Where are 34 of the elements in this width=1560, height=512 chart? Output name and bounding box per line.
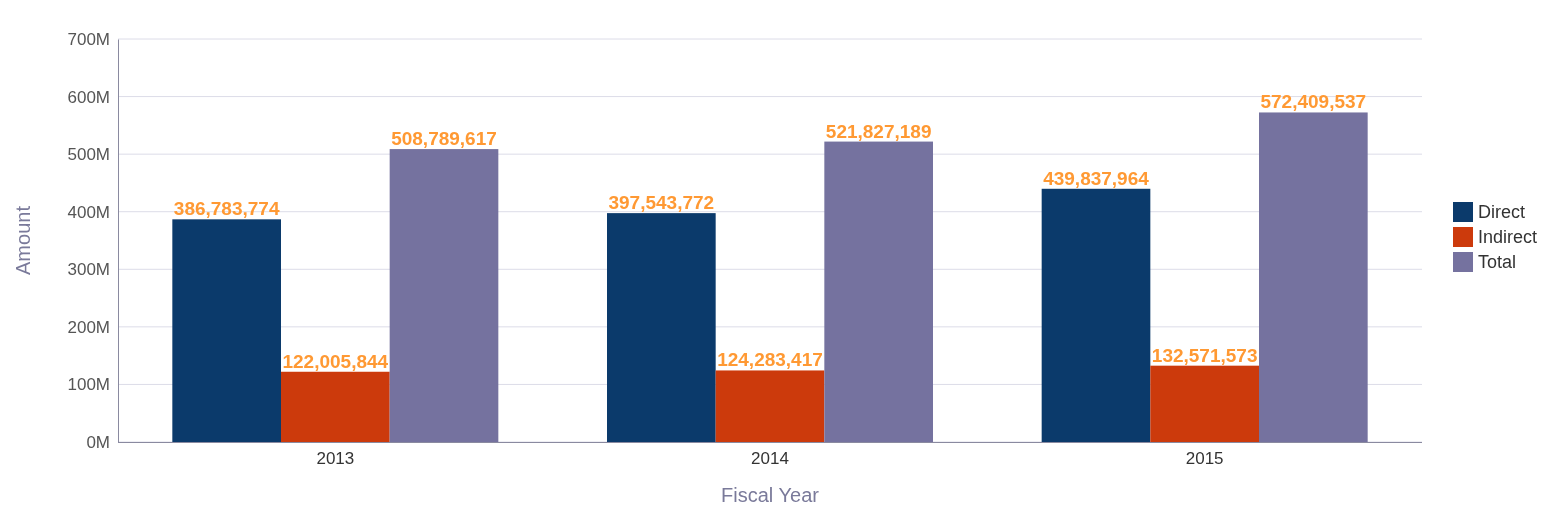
bar <box>607 213 716 442</box>
y-axis-title: Amount <box>12 205 34 275</box>
bar <box>715 370 825 442</box>
y-tick-label: 500M <box>67 145 110 165</box>
data-label: 439,837,964 <box>1043 167 1150 189</box>
y-tick-label: 0M <box>86 432 110 452</box>
data-label: 386,783,774 <box>173 198 280 220</box>
x-tick-label: 2015 <box>1185 449 1224 469</box>
bar <box>1041 188 1151 442</box>
data-label: 397,543,772 <box>608 192 715 214</box>
data-label: 508,789,617 <box>391 128 497 150</box>
data-label: 521,827,189 <box>825 120 932 142</box>
y-tick-label: 300M <box>67 260 110 280</box>
legend-label: Total <box>1478 252 1517 272</box>
data-label: 572,409,537 <box>1260 91 1367 113</box>
bar <box>824 141 933 442</box>
data-label: 122,005,844 <box>282 350 389 372</box>
x-tick-label: 2014 <box>751 449 789 469</box>
x-axis-title: Fiscal Year <box>721 484 820 506</box>
bar <box>1150 365 1259 442</box>
y-tick-label: 400M <box>67 202 110 222</box>
y-tick-label: 600M <box>67 87 110 107</box>
legend-label: Direct <box>1478 202 1526 222</box>
data-label: 124,283,417 <box>717 349 823 371</box>
bar <box>281 371 390 442</box>
y-tick-label: 200M <box>67 317 110 337</box>
legend-label: Indirect <box>1478 227 1538 247</box>
x-tick-label: 2013 <box>316 449 355 469</box>
y-tick-label: 700M <box>67 29 110 49</box>
y-tick-label: 100M <box>67 375 110 395</box>
bar <box>172 219 281 442</box>
data-label: 132,571,573 <box>1151 344 1258 366</box>
bar <box>1259 112 1368 442</box>
bar <box>389 149 499 442</box>
